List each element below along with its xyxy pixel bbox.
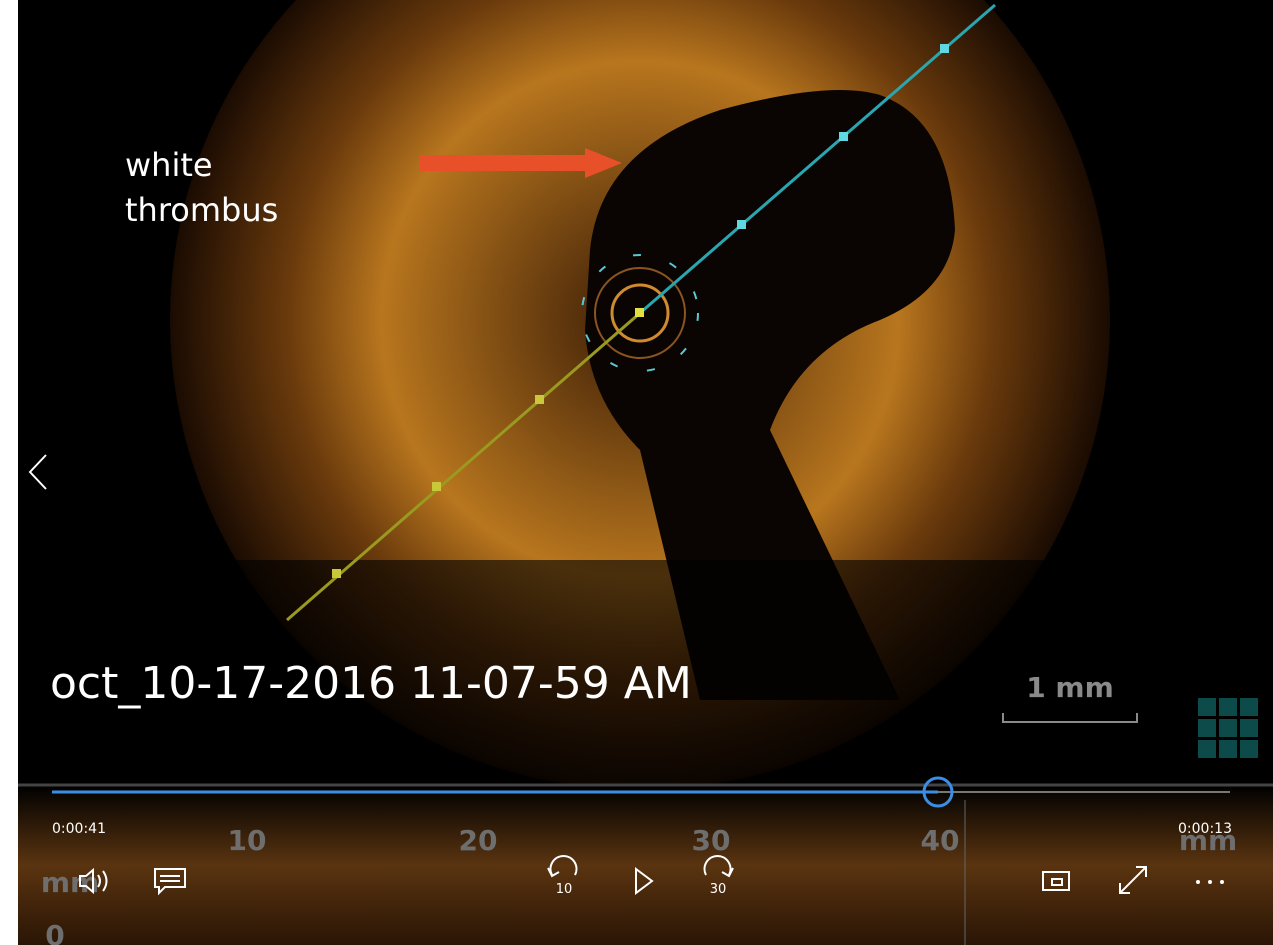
axis-tick-label: 20 xyxy=(459,824,498,857)
window-edge xyxy=(0,0,18,945)
axis-tick-label: 30 xyxy=(692,824,731,857)
forward-seconds: 30 xyxy=(710,882,727,897)
longitudinal-view xyxy=(18,785,1273,945)
page: white thrombus oct_10-17-2016 11-07-59 A… xyxy=(0,0,1273,945)
elapsed-time: 0:00:41 xyxy=(52,821,106,837)
annotation: thrombus xyxy=(125,191,278,229)
annotation: white xyxy=(125,146,213,184)
remaining-time: 0:00:13 xyxy=(1178,821,1232,837)
rewind-seconds: 10 xyxy=(556,882,573,897)
axis-tick-label: 40 xyxy=(921,824,960,857)
player: white thrombus oct_10-17-2016 11-07-59 A… xyxy=(0,0,1273,945)
axis-tick-label: 10 xyxy=(228,824,267,857)
grid-icon[interactable] xyxy=(1198,698,1258,758)
axis-zero: 0 xyxy=(45,919,64,945)
scale-bar-label: 1 mm xyxy=(1026,671,1114,704)
filename: oct_10-17-2016 11-07-59 AM xyxy=(50,658,692,709)
